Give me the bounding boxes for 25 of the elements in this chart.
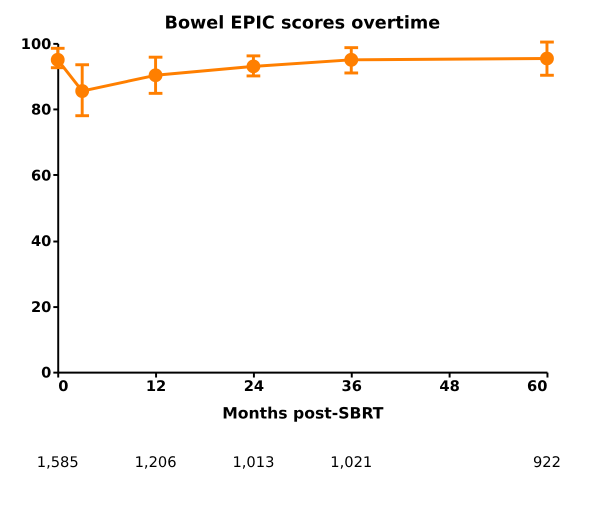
point	[75, 84, 90, 98]
x-tick-label: 36	[342, 378, 362, 396]
y-tick-label: 80	[30, 102, 52, 119]
x-tick-label: 60	[527, 378, 548, 396]
text: 1,021	[330, 454, 372, 472]
text: 1,206	[134, 454, 177, 472]
chart-title: Bowel EPIC scores overtime	[164, 14, 440, 34]
x-tick-label: 48	[439, 378, 460, 396]
text: 922	[532, 454, 561, 472]
x-tick-label: 24	[244, 378, 264, 396]
point	[148, 68, 162, 82]
x-axis-title: Months post-SBRT	[222, 404, 384, 423]
y-tick-label: 40	[30, 233, 52, 250]
point	[344, 52, 358, 67]
y-tick-label: 0	[41, 364, 52, 382]
text: 1,585	[36, 454, 79, 472]
point	[246, 59, 260, 74]
y-tick-label: 60	[30, 167, 52, 184]
point	[50, 52, 65, 67]
text: 1,013	[232, 454, 274, 472]
x-tick-label: 0	[58, 378, 68, 396]
y-tick-label: 100	[20, 36, 52, 53]
y-tick-label: 20	[30, 298, 52, 316]
point	[540, 52, 554, 66]
x-tick-label: 12	[146, 378, 166, 396]
